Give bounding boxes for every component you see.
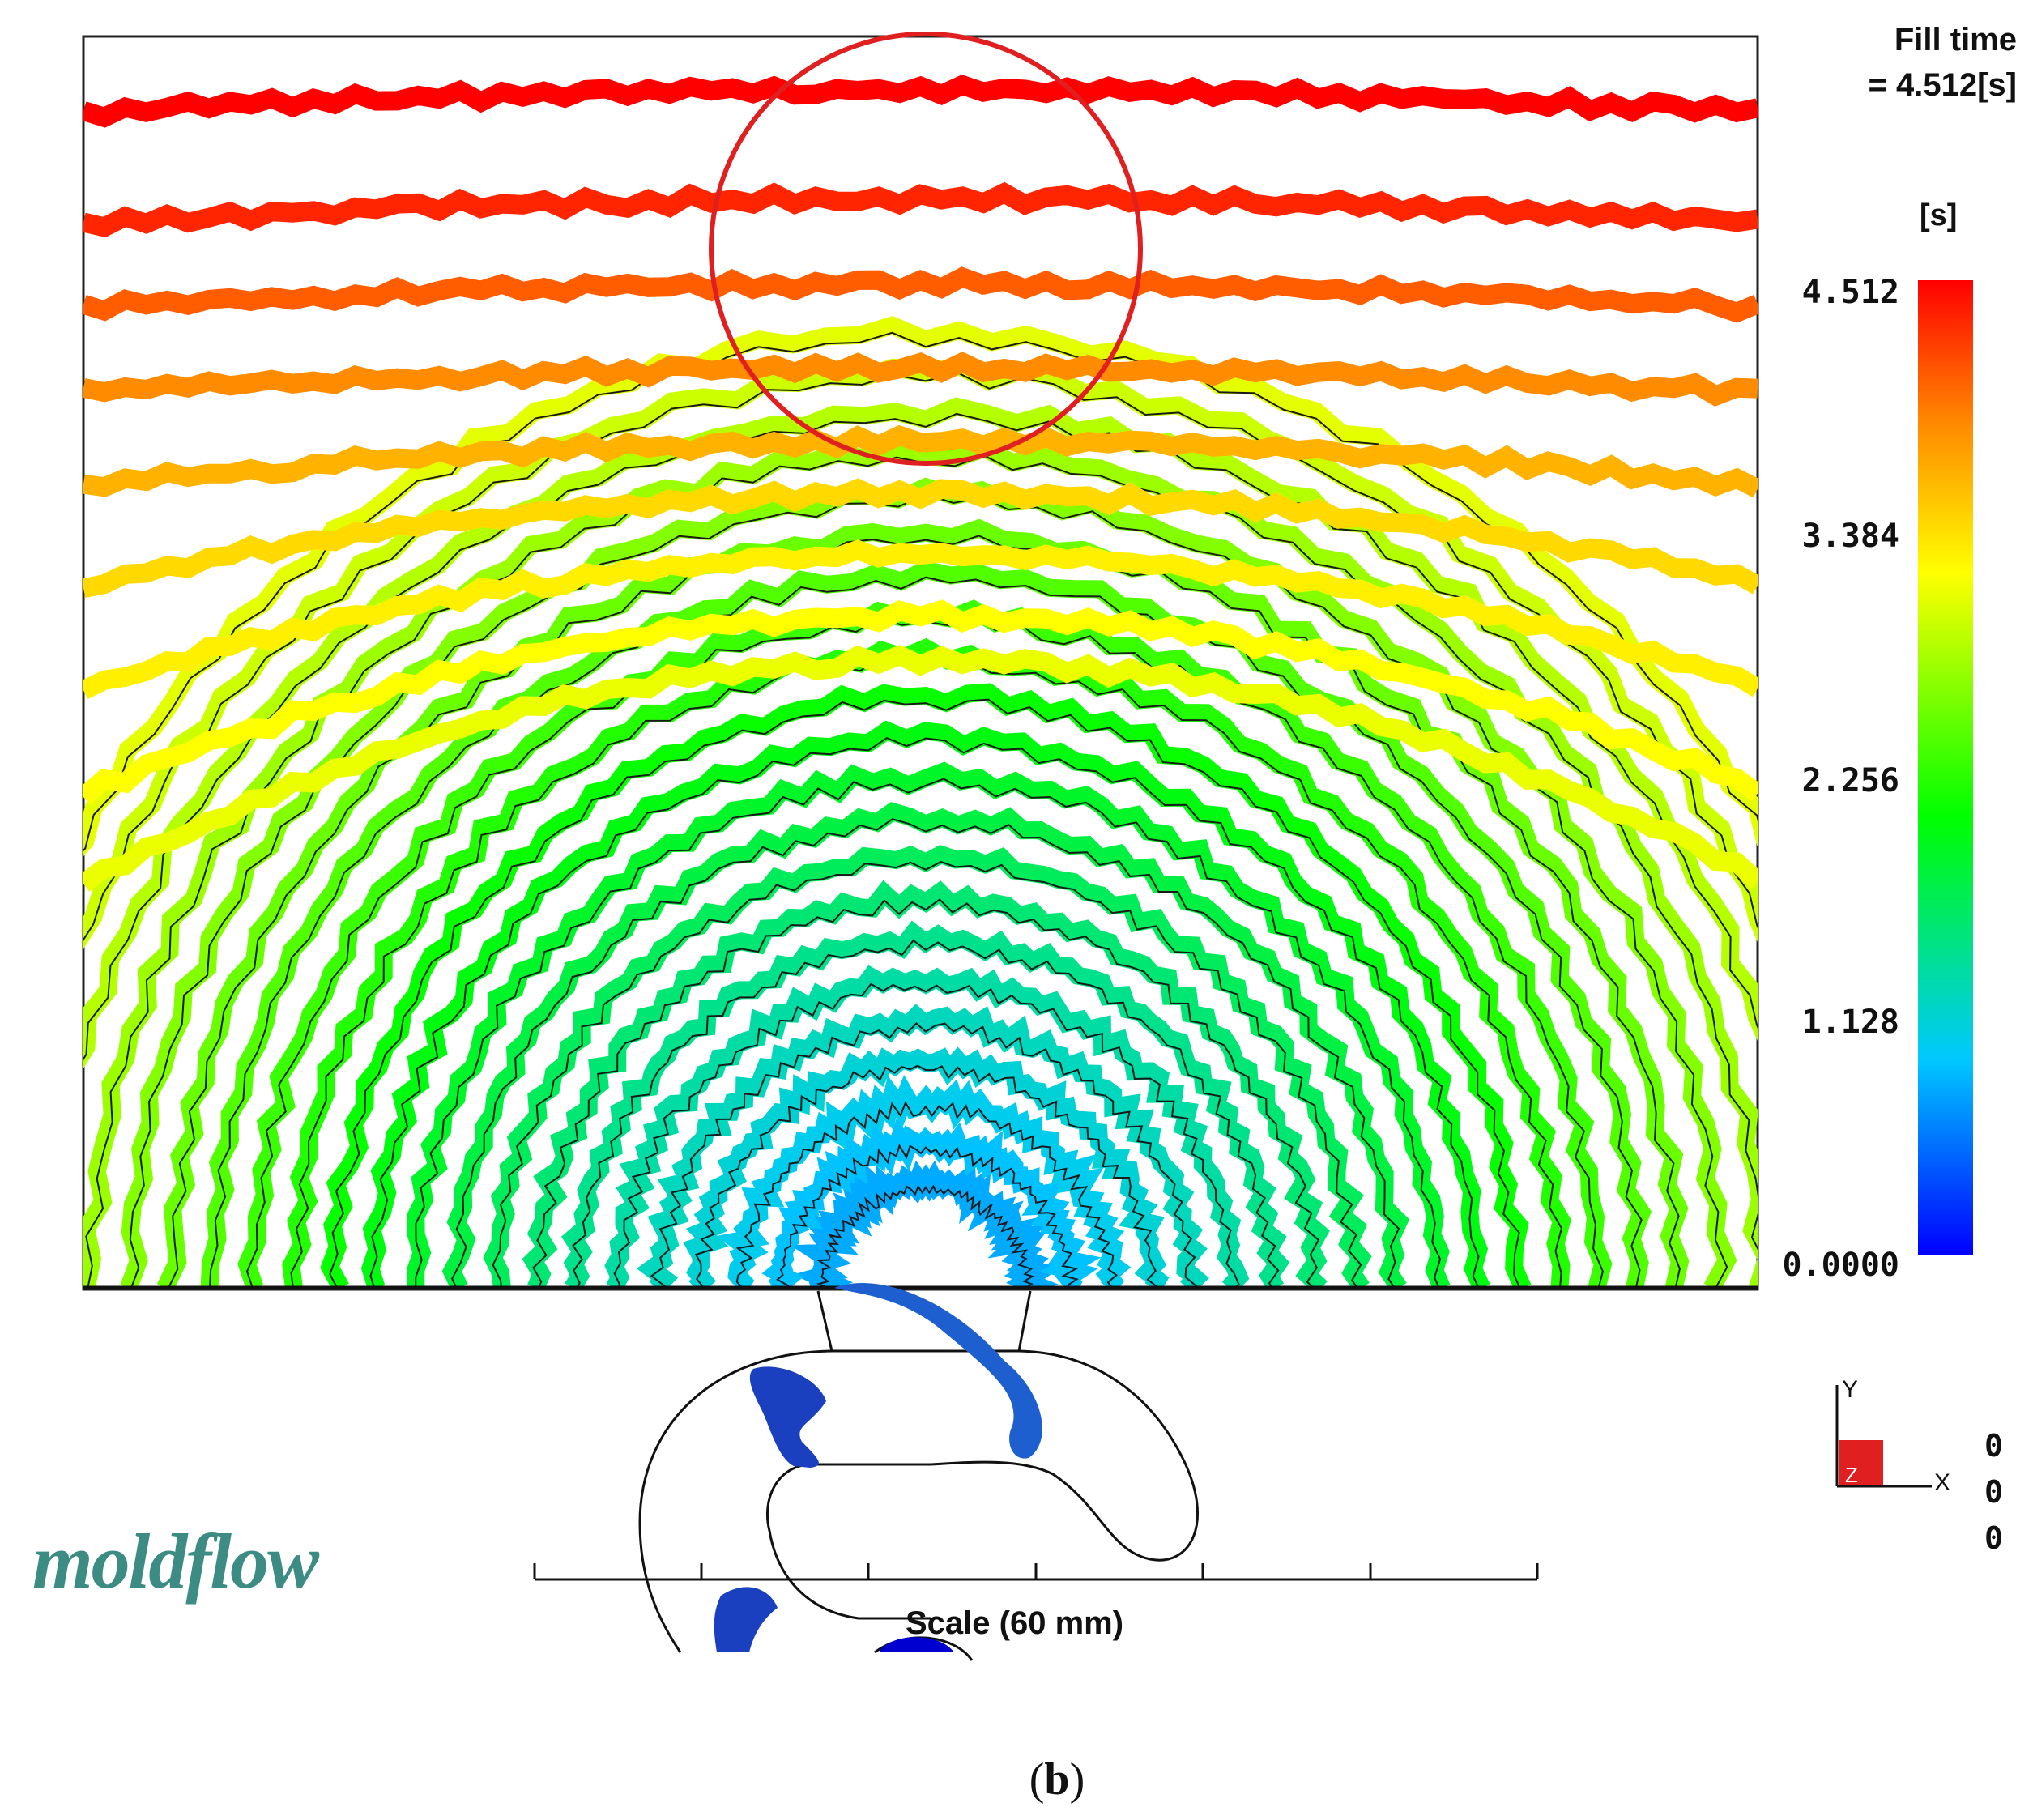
fill-front-arc-edge xyxy=(166,535,1681,1289)
fill-front-arc-edge xyxy=(613,982,1240,1289)
moldflow-logo: moldflow xyxy=(32,1518,320,1605)
fill-front-arc xyxy=(560,920,1290,1289)
fill-front-arc xyxy=(683,1046,1170,1289)
fill-front-arc xyxy=(441,802,1410,1289)
fill-front-arc-edge xyxy=(208,576,1643,1289)
fill-front-arc-edge xyxy=(83,372,1758,941)
legend-color-bar xyxy=(1918,280,1973,1255)
fill-front-arc xyxy=(715,1075,1132,1289)
runner-fill-blobs xyxy=(714,1283,1042,1652)
fill-front-arc xyxy=(83,316,1758,857)
fill-front-arc xyxy=(360,720,1490,1289)
fill-front-arc xyxy=(156,518,1690,1289)
fill-front-arc-edge xyxy=(735,1101,1119,1289)
triad-value-3: 0 xyxy=(1984,1520,2003,1556)
fill-front-arc-edge xyxy=(650,1022,1197,1289)
fill-front-arc-edge xyxy=(492,860,1362,1289)
scale-bar xyxy=(533,1563,1539,1581)
z-axis-box xyxy=(1839,1440,1883,1485)
fill-front-arc-edge xyxy=(329,698,1522,1289)
result-title-line2: = 4.512[s] xyxy=(1869,67,2017,103)
fill-front-arc-edge xyxy=(83,412,1758,1061)
triad-value-1: 0 xyxy=(1984,1428,2003,1464)
fill-front-flat xyxy=(83,539,1758,700)
fill-front-arc-edge xyxy=(450,818,1400,1289)
figure-caption: (b) xyxy=(1029,1754,1085,1805)
fill-front-flat xyxy=(83,478,1758,599)
fill-front-arc-edge xyxy=(572,939,1280,1289)
triad-x-label: X xyxy=(1934,1469,1950,1496)
legend-unit: [s] xyxy=(1920,198,1957,232)
fill-front-arc xyxy=(761,1116,1102,1289)
caption-letter: b xyxy=(1044,1754,1069,1805)
fill-front-flat xyxy=(83,599,1758,805)
highlight-circle xyxy=(709,32,1143,466)
legend-tick-4-512: 4.512 xyxy=(1802,274,1899,311)
fill-front-arc xyxy=(407,761,1451,1289)
fill-front-arc xyxy=(637,1004,1209,1289)
fill-front-flat xyxy=(83,352,1758,407)
fill-front-arc-edge xyxy=(694,1064,1159,1289)
fill-front-arc-edge xyxy=(816,1184,1034,1289)
fill-front-flat xyxy=(83,181,1758,238)
legend-tick-2-256: 2.256 xyxy=(1802,762,1899,799)
legend-tick-0: 0.0000 xyxy=(1783,1247,1900,1284)
fill-front-arc xyxy=(483,845,1372,1289)
fill-front-arc xyxy=(604,965,1250,1289)
result-title-line1: Fill time xyxy=(1894,22,2017,58)
fill-front-arc-edge xyxy=(532,898,1320,1289)
fill-front-arc xyxy=(200,560,1652,1289)
legend-tick-3-384: 3.384 xyxy=(1802,518,1899,555)
fill-front-arc-edge xyxy=(776,1144,1079,1289)
contour-bands xyxy=(83,75,1758,1289)
triad-y-label: Y xyxy=(1842,1376,1858,1403)
fill-front-arc-edge xyxy=(369,736,1481,1289)
fill-front-arc-edge xyxy=(415,778,1442,1289)
fill-front-arc xyxy=(83,438,1758,1289)
fill-front-flat xyxy=(83,424,1758,498)
fill-front-flat xyxy=(83,645,1758,892)
fill-front-flat xyxy=(83,75,1758,128)
triad-value-2: 0 xyxy=(1984,1474,2003,1510)
triad-z-label: Z xyxy=(1845,1463,1858,1487)
fill-front-arc-edge xyxy=(83,331,1758,852)
fill-front-arc xyxy=(522,880,1330,1289)
scale-bar-label: Scale (60 mm) xyxy=(906,1605,1123,1641)
legend-tick-1-128: 1.128 xyxy=(1802,1004,1899,1041)
axes-triad: Y X Z 0 0 0 xyxy=(1835,1376,2003,1556)
fill-front-flat xyxy=(83,266,1758,323)
